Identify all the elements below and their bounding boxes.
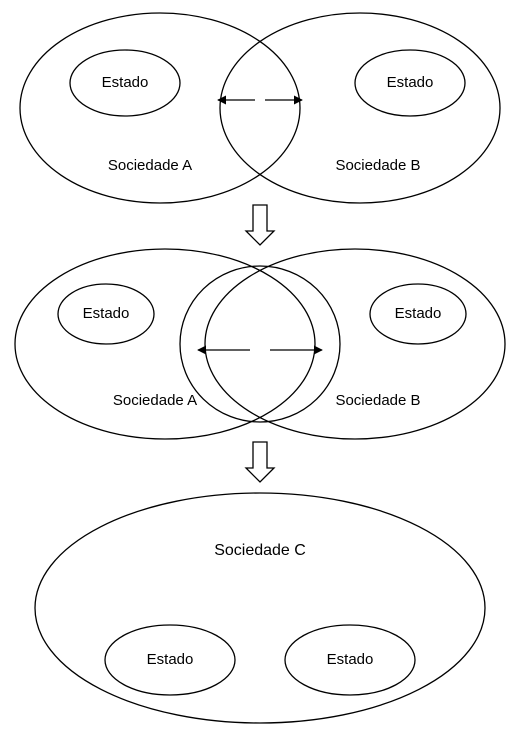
diagram-root: Estado Estado Sociedade A Sociedade B Es…: [0, 0, 516, 751]
stage1-society-b-ellipse: [220, 13, 500, 203]
stage-3: Sociedade C Estado Estado: [35, 493, 485, 723]
stage1-society-a-label: Sociedade A: [108, 157, 192, 174]
stage2-estado-a-label: Estado: [83, 305, 130, 322]
stage2-society-b-label: Sociedade B: [335, 392, 420, 409]
stage3-society-c-label: Sociedade C: [214, 542, 306, 559]
stage-2: Estado Estado Sociedade A Sociedade B: [15, 249, 505, 439]
stage3-society-c-ellipse: [35, 493, 485, 723]
stage2-society-a-label: Sociedade A: [113, 392, 197, 409]
down-arrow-1: [246, 205, 274, 245]
stage-1: Estado Estado Sociedade A Sociedade B: [20, 13, 500, 203]
stage2-estado-b-label: Estado: [395, 305, 442, 322]
stage3-estado-b-label: Estado: [327, 651, 374, 668]
stage3-estado-a-label: Estado: [147, 651, 194, 668]
stage1-estado-b-label: Estado: [387, 74, 434, 91]
down-arrow-2: [246, 442, 274, 482]
stage2-society-a-ellipse: [15, 249, 315, 439]
stage2-overlap-ellipse: [180, 266, 340, 422]
stage1-society-b-label: Sociedade B: [335, 157, 420, 174]
stage2-society-b-ellipse: [205, 249, 505, 439]
stage1-estado-a-label: Estado: [102, 74, 149, 91]
